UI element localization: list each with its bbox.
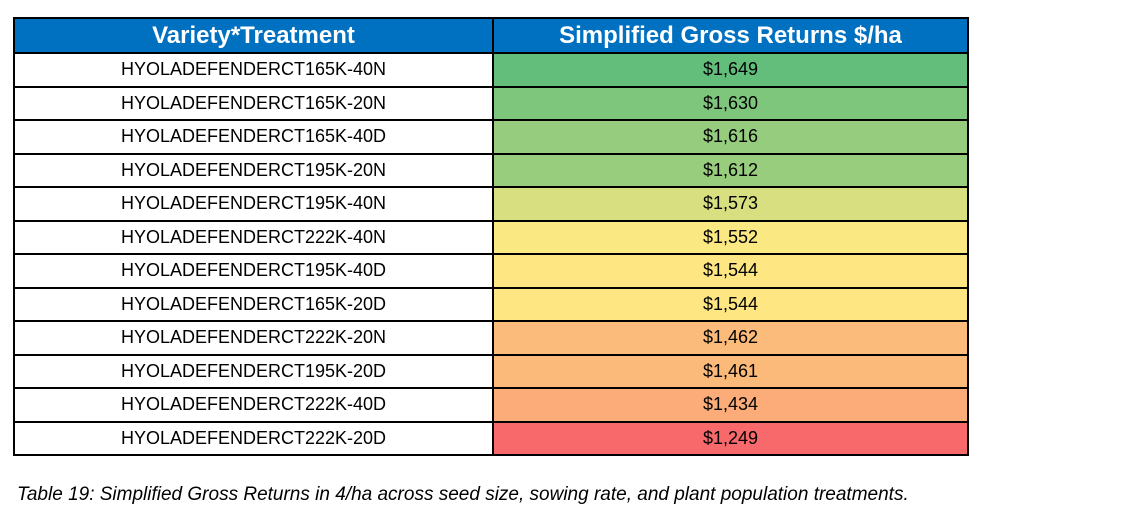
treatment-cell: HYOLADEFENDERCT195K-40D [13, 253, 494, 289]
table-row: HYOLADEFENDERCT195K-40N $1,573 [13, 186, 969, 222]
gross-return-cell: $1,434 [492, 387, 969, 423]
gross-return-cell: $1,612 [492, 152, 969, 188]
table-row: HYOLADEFENDERCT165K-40D $1,616 [13, 119, 969, 155]
gross-return-cell: $1,573 [492, 186, 969, 222]
treatment-cell: HYOLADEFENDERCT165K-40N [13, 52, 494, 88]
gross-return-cell: $1,249 [492, 420, 969, 456]
table-caption: Table 19: Simplified Gross Returns in 4/… [17, 484, 909, 505]
table-row: HYOLADEFENDERCT222K-20D $1,249 [13, 420, 969, 456]
gross-return-cell: $1,461 [492, 353, 969, 389]
table-row: HYOLADEFENDERCT195K-20D $1,461 [13, 353, 969, 389]
header-row: Variety*Treatment Simplified Gross Retur… [13, 17, 969, 54]
table-row: HYOLADEFENDERCT222K-40D $1,434 [13, 387, 969, 423]
gross-return-cell: $1,649 [492, 52, 969, 88]
treatment-cell: HYOLADEFENDERCT222K-20D [13, 420, 494, 456]
gross-return-cell: $1,552 [492, 219, 969, 255]
table-row: HYOLADEFENDERCT195K-20N $1,612 [13, 152, 969, 188]
table-row: HYOLADEFENDERCT165K-20N $1,630 [13, 85, 969, 121]
table-row: HYOLADEFENDERCT195K-40D $1,544 [13, 253, 969, 289]
gross-return-cell: $1,462 [492, 320, 969, 356]
treatment-cell: HYOLADEFENDERCT165K-20N [13, 85, 494, 121]
treatment-cell: HYOLADEFENDERCT165K-20D [13, 286, 494, 322]
treatment-cell: HYOLADEFENDERCT195K-20D [13, 353, 494, 389]
table-row: HYOLADEFENDERCT165K-20D $1,544 [13, 286, 969, 322]
gross-return-cell: $1,616 [492, 119, 969, 155]
header-variety-treatment: Variety*Treatment [13, 17, 494, 54]
table-row: HYOLADEFENDERCT222K-20N $1,462 [13, 320, 969, 356]
gross-return-cell: $1,544 [492, 253, 969, 289]
treatment-cell: HYOLADEFENDERCT195K-20N [13, 152, 494, 188]
table-header: Variety*Treatment Simplified Gross Retur… [13, 17, 969, 54]
treatment-cell: HYOLADEFENDERCT222K-40N [13, 219, 494, 255]
treatment-cell: HYOLADEFENDERCT195K-40N [13, 186, 494, 222]
gross-return-cell: $1,544 [492, 286, 969, 322]
header-gross-returns: Simplified Gross Returns $/ha [492, 17, 969, 54]
treatment-cell: HYOLADEFENDERCT222K-40D [13, 387, 494, 423]
table-row: HYOLADEFENDERCT222K-40N $1,552 [13, 219, 969, 255]
treatment-cell: HYOLADEFENDERCT165K-40D [13, 119, 494, 155]
treatment-cell: HYOLADEFENDERCT222K-20N [13, 320, 494, 356]
gross-return-cell: $1,630 [492, 85, 969, 121]
gross-returns-table: Variety*Treatment Simplified Gross Retur… [13, 17, 969, 456]
table-body: HYOLADEFENDERCT165K-40N $1,649 HYOLADEFEND… [13, 52, 969, 456]
table-row: HYOLADEFENDERCT165K-40N $1,649 [13, 52, 969, 88]
